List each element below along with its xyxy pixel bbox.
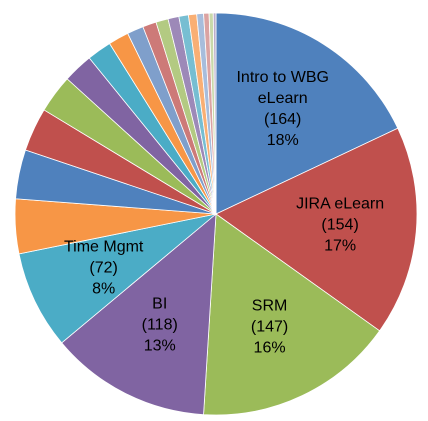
data-label-line: 18% xyxy=(266,131,299,149)
data-label: JIRA eLearn (154) 17% xyxy=(275,194,405,257)
data-label-line: 13% xyxy=(143,337,176,355)
data-label-line: Intro to WBG eLearn xyxy=(236,68,329,107)
data-label-line: (154) xyxy=(321,216,359,234)
data-label-line: 17% xyxy=(324,237,357,255)
data-label-line: (164) xyxy=(264,110,302,128)
data-label-line: (118) xyxy=(141,316,178,334)
data-label: Intro to WBG eLearn (164) 18% xyxy=(218,67,348,151)
data-label-line: JIRA eLearn xyxy=(296,195,385,213)
pie-slice xyxy=(18,213,217,344)
data-label: SRM (147) 16% xyxy=(205,295,335,358)
data-label-line: 16% xyxy=(253,339,286,357)
data-label: Time Mgmt (72) 8% xyxy=(39,236,169,299)
data-label-line: 8% xyxy=(92,280,116,298)
data-label-line: SRM xyxy=(251,297,288,315)
data-label-line: BI xyxy=(152,295,168,313)
data-label-line: Time Mgmt xyxy=(63,238,144,256)
data-label-line: (147) xyxy=(250,318,289,336)
pie-slice xyxy=(215,127,418,332)
pie-slice xyxy=(212,12,217,215)
pie-slice xyxy=(61,213,217,416)
pie-slice xyxy=(215,12,399,215)
data-label-line: (72) xyxy=(89,259,118,277)
data-label: BI (118) 13% xyxy=(95,294,225,357)
pie-slice xyxy=(203,213,381,416)
